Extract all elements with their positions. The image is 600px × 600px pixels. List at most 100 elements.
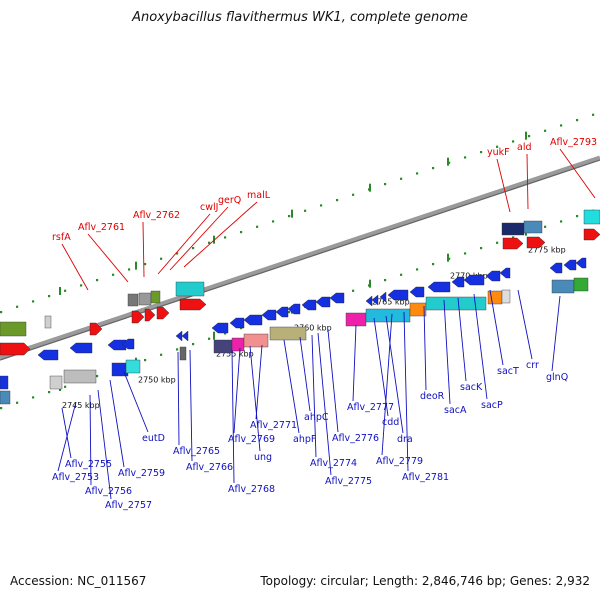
reverse-gene-label[interactable]: Aflv_2771 [250,420,297,431]
forward-gene-label[interactable]: yukF [487,147,510,158]
reverse-gene-label[interactable]: sacT [497,366,519,377]
forward-gene-label[interactable]: Aflv_2793 [550,137,597,148]
reverse-gene-arrow[interactable] [387,289,409,301]
reverse-gene-arrow[interactable] [229,317,245,329]
forward-gene-label[interactable]: Aflv_2762 [133,210,180,221]
forward-gene-label[interactable]: malL [247,190,271,201]
forward-gene-block[interactable] [0,321,27,337]
forward-gene-block[interactable] [501,222,525,236]
reverse-gene-label[interactable]: ahpF [293,434,316,445]
reverse-gene-arrow[interactable] [37,349,59,361]
reverse-gene-label[interactable]: deoR [420,391,445,402]
forward-gene-arrow[interactable] [144,308,156,322]
forward-gene-arrow[interactable] [131,310,145,324]
forward-gene-arrow[interactable] [89,322,103,336]
reverse-gene-label[interactable]: Aflv_2781 [402,472,449,483]
reverse-gene-label[interactable]: cdd [382,417,399,428]
reverse-gene-block[interactable] [243,333,269,348]
reverse-gene-label[interactable]: sacA [444,405,467,416]
reverse-gene-label[interactable]: Aflv_2766 [186,462,233,473]
reverse-gene-arrow[interactable] [379,291,387,303]
reverse-gene-arrow[interactable] [365,295,373,307]
reverse-gene-label[interactable]: sacK [460,382,483,393]
reverse-gene-arrow[interactable] [175,330,183,342]
forward-gene-block[interactable] [583,209,600,225]
forward-gene-block[interactable] [150,290,161,304]
reverse-gene-label[interactable]: eutD [142,433,165,444]
reverse-gene-arrow[interactable] [329,292,345,304]
reverse-gene-block[interactable] [49,375,63,390]
reverse-gene-arrow[interactable] [261,309,277,321]
reverse-gene-block[interactable] [179,346,187,361]
reverse-gene-label[interactable]: Aflv_2776 [332,433,379,444]
reverse-gene-label[interactable]: Aflv_2757 [105,500,152,511]
forward-gene-arrow[interactable] [156,306,170,320]
reverse-gene-block[interactable] [573,277,589,292]
reverse-gene-arrow[interactable] [451,276,465,288]
forward-gene-arrow[interactable] [583,228,600,241]
reverse-gene-arrow[interactable] [243,314,263,326]
reverse-gene-arrow[interactable] [211,322,229,334]
reverse-gene-label[interactable]: Aflv_2765 [173,446,220,457]
reverse-gene-label[interactable]: Aflv_2759 [118,468,165,479]
reverse-gene-arrow[interactable] [485,270,501,282]
reverse-gene-block[interactable] [551,279,575,294]
reverse-gene-arrow[interactable] [427,281,451,293]
forward-gene-arrow[interactable] [502,237,524,250]
reverse-gene-label[interactable]: glnQ [546,372,568,383]
reverse-gene-block[interactable] [345,312,367,327]
forward-gene-arrow[interactable] [526,236,546,249]
reverse-gene-block[interactable] [125,359,141,374]
reverse-gene-label[interactable]: Aflv_2753 [52,472,99,483]
reverse-gene-arrow[interactable] [315,296,331,308]
reverse-gene-arrow[interactable] [499,267,511,279]
reverse-gene-label[interactable]: Aflv_2755 [65,459,112,470]
forward-gene-block[interactable] [175,281,205,297]
forward-gene-label[interactable]: cwlJ [200,202,218,213]
reverse-gene-block[interactable] [63,369,97,384]
reverse-gene-arrow[interactable] [463,274,485,286]
reverse-gene-arrow[interactable] [563,259,577,271]
forward-gene-label[interactable]: ald [517,142,532,153]
reverse-gene-arrow[interactable] [181,330,189,342]
reverse-gene-block[interactable] [501,289,511,304]
reverse-gene-arrow[interactable] [287,303,301,315]
reverse-gene-label[interactable]: ung [254,452,272,463]
reverse-gene-arrow[interactable] [575,257,587,269]
forward-gene-arrow[interactable] [0,342,31,356]
reverse-gene-block[interactable] [0,375,9,390]
reverse-gene-arrow[interactable] [301,299,317,311]
forward-gene-arrow[interactable] [179,298,207,311]
reverse-gene-block[interactable] [409,302,427,317]
reverse-gene-label[interactable]: Aflv_2779 [376,456,423,467]
reverse-gene-label[interactable]: ahpC [304,412,329,423]
reverse-gene-arrow[interactable] [69,342,93,354]
forward-gene-block[interactable] [44,315,52,329]
reverse-gene-block[interactable] [111,362,129,377]
reverse-gene-label[interactable]: Aflv_2774 [310,458,357,469]
reverse-gene-block[interactable] [213,339,233,354]
reverse-gene-block[interactable] [425,296,487,311]
forward-gene-label[interactable]: Aflv_2761 [78,222,125,233]
reverse-gene-label[interactable]: dra [397,434,413,445]
forward-gene-label[interactable]: gerQ [218,195,241,206]
reverse-gene-arrow[interactable] [549,262,563,274]
reverse-gene-label[interactable]: Aflv_2768 [228,484,275,495]
reverse-gene-label[interactable]: sacP [481,400,503,411]
reverse-gene-block[interactable] [365,308,411,323]
forward-gene-block[interactable] [138,292,152,306]
reverse-gene-block[interactable] [0,390,11,405]
reverse-gene-label[interactable]: Aflv_2756 [85,486,132,497]
reverse-gene-label[interactable]: Aflv_2775 [325,476,372,487]
reverse-gene-arrow[interactable] [371,294,379,306]
reverse-gene-arrow[interactable] [275,306,289,318]
reverse-gene-block[interactable] [231,337,245,352]
reverse-gene-label[interactable]: Aflv_2777 [347,402,394,413]
forward-gene-label[interactable]: rsfA [52,232,71,243]
reverse-gene-label[interactable]: Aflv_2769 [228,434,275,445]
reverse-gene-arrow[interactable] [409,286,425,298]
reverse-gene-label[interactable]: crr [526,360,539,371]
forward-gene-block[interactable] [523,220,543,234]
forward-gene-block[interactable] [127,293,139,307]
